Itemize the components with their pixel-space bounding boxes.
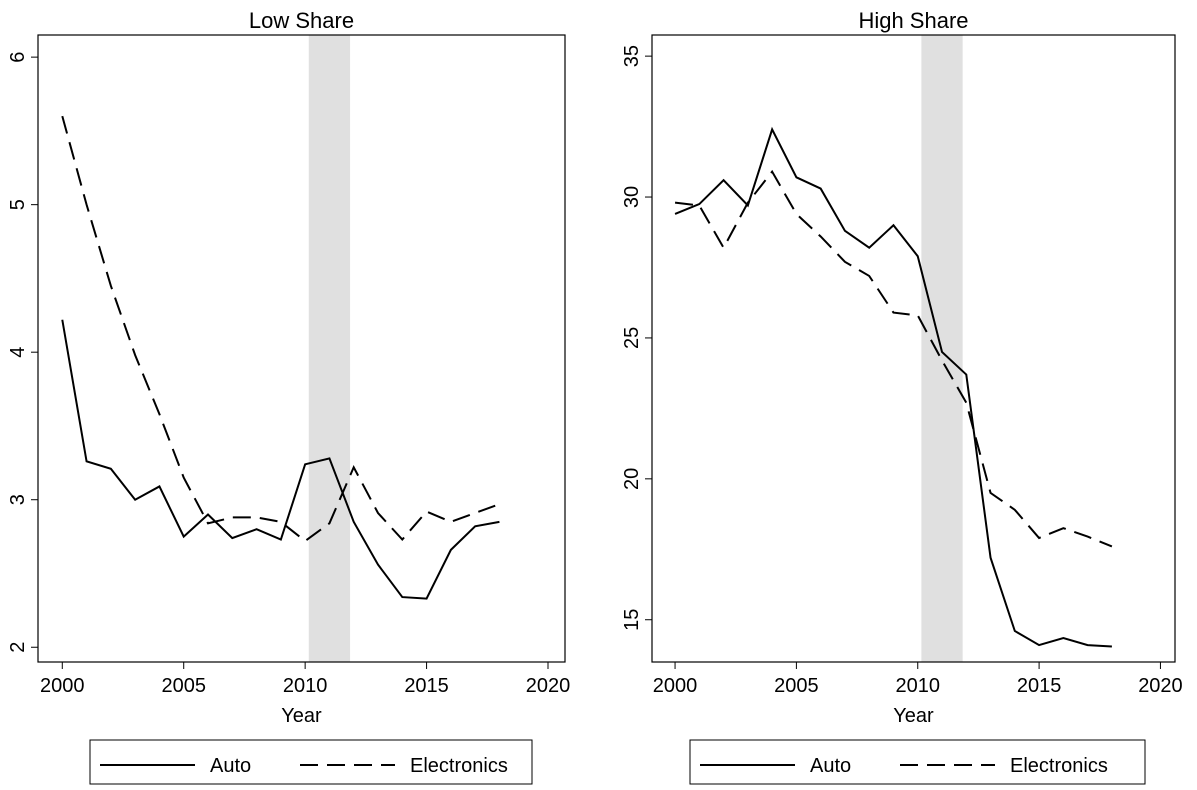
- chart-title: Low Share: [249, 8, 354, 33]
- series-line: [61, 319, 500, 600]
- series-line: [61, 115, 500, 543]
- x-axis-label: Year: [281, 705, 322, 727]
- x-tick-label: 2005: [774, 675, 819, 697]
- legend-box: [689, 739, 1146, 785]
- series-line: [674, 126, 1112, 648]
- x-tick-label: 2005: [161, 675, 206, 697]
- x-tick-label: 2020: [526, 675, 571, 697]
- x-tick-label: 2000: [40, 675, 85, 697]
- chart-title: High Share: [858, 8, 968, 33]
- y-tick-label: 35: [621, 45, 643, 67]
- y-tick-label: 30: [621, 186, 643, 208]
- legend-label: Auto: [810, 755, 851, 777]
- y-tick-label: 5: [7, 199, 29, 210]
- legend-box: [89, 739, 533, 785]
- legend-label: Electronics: [410, 755, 508, 777]
- shaded-region: [308, 35, 351, 662]
- plot-frame: [651, 34, 1176, 663]
- y-tick-label: 4: [7, 347, 29, 358]
- x-tick-label: 2010: [283, 675, 328, 697]
- y-tick-label: 15: [621, 609, 643, 631]
- legend-label: Auto: [210, 755, 251, 777]
- x-tick-label: 2010: [895, 675, 940, 697]
- x-tick-label: 2015: [404, 675, 449, 697]
- y-tick-label: 20: [621, 468, 643, 490]
- x-tick-label: 2000: [653, 675, 698, 697]
- x-tick-label: 2020: [1138, 675, 1183, 697]
- legend-label: Electronics: [1010, 755, 1108, 777]
- y-tick-label: 2: [7, 642, 29, 653]
- x-tick-label: 2015: [1017, 675, 1062, 697]
- y-tick-label: 25: [621, 327, 643, 349]
- x-axis-label: Year: [893, 705, 934, 727]
- y-tick-label: 3: [7, 494, 29, 505]
- plot-frame: [37, 34, 566, 663]
- y-tick-label: 6: [7, 52, 29, 63]
- series-line: [674, 169, 1113, 548]
